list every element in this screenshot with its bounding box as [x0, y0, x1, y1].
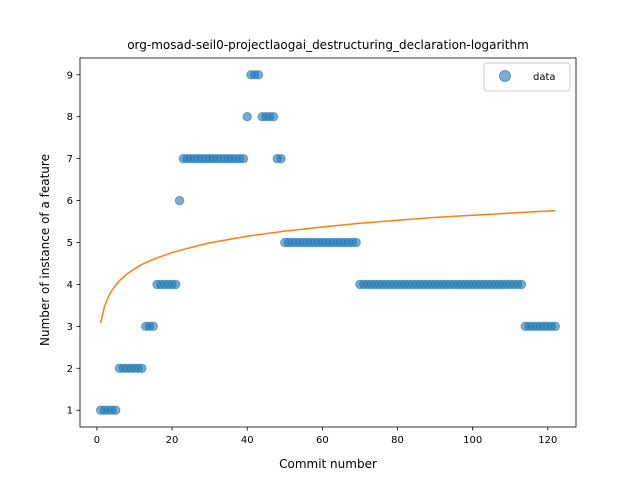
data-point	[137, 363, 147, 373]
y-tick-label: 5	[67, 238, 73, 249]
plot-area: 0 20 40 60 80 100 120 1 2 3 4 5 6 7 8 9	[67, 57, 577, 446]
data-point	[253, 70, 264, 80]
x-tick-label: 20	[166, 435, 179, 446]
x-tick-label: 60	[316, 435, 329, 446]
x-tick-label: 120	[538, 435, 557, 446]
y-tick-label: 6	[67, 196, 73, 207]
x-tick-label: 100	[463, 435, 482, 446]
data-point	[174, 195, 185, 206]
data-point	[171, 279, 181, 290]
data-point	[148, 321, 158, 332]
fit-line	[99, 209, 556, 324]
chart-title: org-mosad-seil0-projectlaogai_destructur…	[127, 38, 529, 52]
y-tick-label: 9	[67, 70, 73, 81]
data-point	[238, 153, 249, 164]
y-tick-label: 1	[67, 406, 73, 417]
legend-marker-data	[499, 70, 511, 82]
x-axis-label: Commit number	[279, 457, 377, 471]
legend: data	[483, 62, 571, 92]
data-point	[111, 405, 121, 415]
y-tick-label: 7	[67, 154, 73, 165]
x-tick-label: 40	[241, 435, 254, 446]
y-axis-label: Number of instance of a feature	[38, 154, 52, 346]
data-point	[242, 112, 252, 122]
y-tick-label: 4	[67, 280, 73, 291]
legend-label-data: data	[533, 72, 556, 83]
y-tick-label: 8	[67, 112, 73, 123]
data-point	[276, 153, 286, 164]
x-tick-label: 0	[94, 435, 100, 446]
data-point	[351, 237, 361, 248]
y-tick-label: 2	[67, 364, 73, 375]
x-tick-label: 80	[391, 435, 404, 446]
data-point	[550, 321, 561, 332]
y-tick-label: 3	[67, 322, 73, 333]
data-point	[516, 279, 527, 290]
data-point	[268, 112, 279, 122]
legend-frame	[483, 62, 571, 92]
